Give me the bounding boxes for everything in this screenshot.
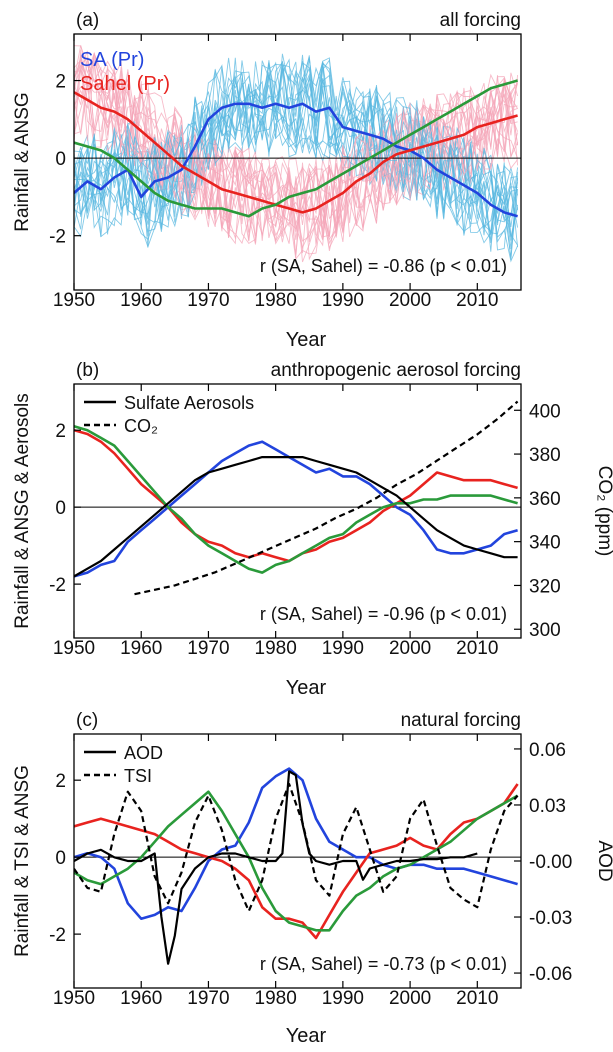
y-tick-label: 0 bbox=[55, 848, 66, 869]
panel-a: 1950 1960 1970 1980 1990 2000 2010 Year -2 0 2 Rain… bbox=[12, 10, 522, 351]
x-tick-label: 1980 bbox=[255, 638, 297, 659]
x-axis-label: Year bbox=[286, 677, 327, 699]
x-tick-label: 1980 bbox=[255, 290, 297, 311]
y-axis-label: Rainfall & TSI & ANSG bbox=[12, 765, 33, 957]
y-axis-label: Rainfall & ANSG & Aerosols bbox=[12, 393, 33, 629]
panel-title: all forcing bbox=[440, 10, 521, 31]
ensemble-member-line bbox=[74, 61, 519, 230]
legend-label-sa: SA (Pr) bbox=[80, 49, 144, 71]
y-tick-label: 0 bbox=[55, 149, 66, 170]
right-y-tick-label: 0.03 bbox=[529, 796, 566, 817]
x-tick-label: 1960 bbox=[120, 638, 162, 659]
panel-c: 1950 1960 1970 1980 1990 2000 2010 Year -2 0 2 Rain… bbox=[12, 710, 613, 1047]
x-tick-label: 2010 bbox=[456, 290, 498, 311]
plot-frame bbox=[73, 383, 522, 639]
ensemble-member-line bbox=[74, 69, 518, 260]
ensemble-member-line bbox=[74, 56, 518, 227]
panel-title: anthropogenic aerosol forcing bbox=[271, 360, 521, 381]
series-line-co- bbox=[134, 400, 519, 596]
plot-area-a bbox=[74, 45, 521, 263]
y-tick-label: 2 bbox=[55, 72, 66, 93]
right-y-tick-label: -0.06 bbox=[529, 964, 572, 985]
legend-label-0: Sulfate Aerosols bbox=[124, 393, 254, 413]
right-y-tick-label: 360 bbox=[529, 489, 561, 510]
y-tick-label: -2 bbox=[49, 575, 66, 596]
x-tick-label: 1950 bbox=[53, 290, 95, 311]
right-y-tick-label: 380 bbox=[529, 445, 561, 466]
right-y-tick-label: -0.03 bbox=[529, 908, 572, 929]
legend-label-sahel: Sahel (Pr) bbox=[80, 73, 170, 95]
series-line-ansg bbox=[74, 790, 519, 932]
y-axis-label: Rainfall & ANSG bbox=[12, 92, 33, 231]
series-line-tsi bbox=[74, 782, 519, 913]
x-tick-label: 2010 bbox=[456, 638, 498, 659]
x-tick-label: 1970 bbox=[187, 638, 229, 659]
series-line-sahel-pr- bbox=[74, 91, 518, 214]
ensemble-member-line bbox=[74, 61, 519, 232]
panel-title: natural forcing bbox=[401, 710, 521, 731]
series-line-aod bbox=[74, 770, 478, 965]
plot-area-b bbox=[74, 400, 521, 596]
series-line-sa bbox=[74, 440, 518, 578]
ensemble-member-line bbox=[74, 78, 519, 241]
right-y-tick-label: 300 bbox=[529, 620, 561, 641]
x-tick-label: 1970 bbox=[187, 988, 229, 1009]
x-tick-label: 1960 bbox=[120, 290, 162, 311]
x-tick-label: 1950 bbox=[53, 988, 95, 1009]
ensemble-member-line bbox=[74, 66, 519, 250]
series-line-ansg bbox=[74, 79, 518, 218]
x-axis-label: Year bbox=[286, 1025, 327, 1047]
x-axis-label: Year bbox=[286, 329, 327, 351]
y-tick-label: 2 bbox=[55, 771, 66, 792]
x-tick-label: 1980 bbox=[255, 988, 297, 1009]
series-line-sahel bbox=[74, 783, 519, 940]
panel-label: (a) bbox=[76, 10, 99, 31]
x-tick-label: 2010 bbox=[456, 988, 498, 1009]
right-y-tick-label: 0.06 bbox=[529, 740, 566, 761]
correlation-annotation: r (SA, Sahel) = -0.73 (p < 0.01) bbox=[260, 954, 507, 974]
x-tick-label: 1990 bbox=[322, 638, 364, 659]
right-y-tick-label: 340 bbox=[529, 533, 561, 554]
x-tick-label: 1960 bbox=[120, 988, 162, 1009]
series-line-sa bbox=[74, 767, 518, 920]
series-line-sulfate-aerosols bbox=[74, 456, 518, 578]
ensemble-member-line bbox=[74, 78, 519, 254]
right-y-axis-label: AOD bbox=[594, 840, 613, 881]
x-tick-label: 1950 bbox=[53, 638, 95, 659]
legend-label-0: AOD bbox=[124, 743, 163, 763]
plot-frame bbox=[73, 33, 522, 291]
y-tick-label: 2 bbox=[55, 421, 66, 442]
correlation-annotation: r (SA, Sahel) = -0.86 (p < 0.01) bbox=[260, 256, 507, 276]
right-y-tick-label: 320 bbox=[529, 576, 561, 597]
panel-label: (c) bbox=[76, 710, 98, 731]
panel-b: 1950 1960 1970 1980 1990 2000 2010 Year -2 0 2 Rain… bbox=[12, 360, 613, 699]
y-tick-label: -2 bbox=[49, 925, 66, 946]
right-y-tick-label: 400 bbox=[529, 401, 561, 422]
y-tick-label: -2 bbox=[49, 227, 66, 248]
ensemble-member-line bbox=[74, 50, 518, 245]
right-y-tick-label: -0.00 bbox=[529, 852, 572, 873]
panel-label: (b) bbox=[76, 360, 99, 381]
legend-label-1: CO₂ bbox=[124, 416, 158, 436]
x-tick-label: 1970 bbox=[187, 290, 229, 311]
x-tick-label: 2000 bbox=[389, 290, 431, 311]
legend-label-1: TSI bbox=[124, 766, 152, 786]
x-tick-label: 1990 bbox=[322, 290, 364, 311]
x-tick-label: 2000 bbox=[389, 988, 431, 1009]
plot-area-c bbox=[74, 767, 521, 965]
series-line-sa-pr- bbox=[74, 102, 518, 218]
y-tick-label: 0 bbox=[55, 498, 66, 519]
x-tick-label: 1990 bbox=[322, 988, 364, 1009]
x-tick-label: 2000 bbox=[389, 638, 431, 659]
ensemble-member-line bbox=[74, 57, 518, 246]
right-y-axis-label: CO₂ (ppm) bbox=[594, 466, 613, 557]
ensemble-member-line bbox=[74, 56, 519, 263]
series-line-ansg bbox=[74, 425, 518, 574]
correlation-annotation: r (SA, Sahel) = -0.96 (p < 0.01) bbox=[260, 604, 507, 624]
